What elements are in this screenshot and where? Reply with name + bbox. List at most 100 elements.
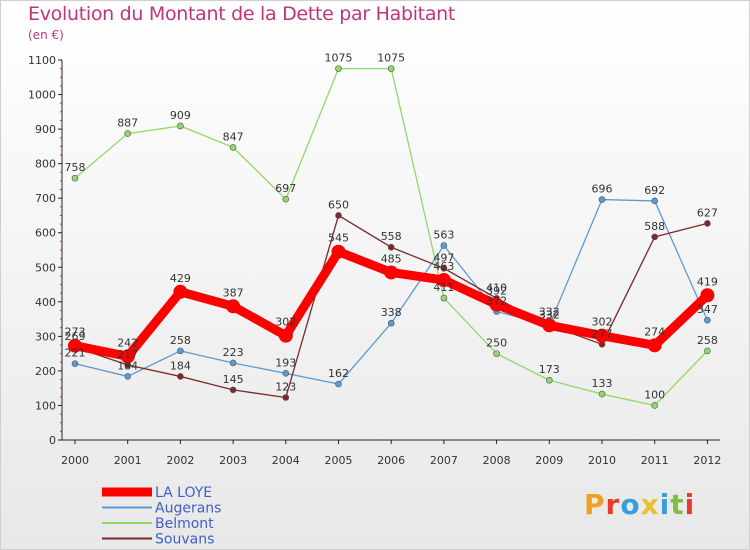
data-point (335, 65, 342, 72)
y-tick-label: 800 (35, 158, 56, 171)
data-label: 100 (644, 388, 665, 401)
data-point (226, 299, 241, 314)
data-point (282, 394, 290, 401)
y-tick-label: 0 (49, 434, 56, 447)
data-point (440, 242, 448, 249)
data-label: 372 (486, 294, 507, 307)
y-tick-label: 500 (35, 261, 56, 274)
data-label: 485 (381, 252, 402, 265)
data-label: 758 (65, 161, 86, 174)
data-label: 145 (223, 373, 244, 386)
data-label: 463 (433, 260, 454, 273)
data-point (229, 144, 237, 151)
data-point (704, 220, 711, 227)
x-tick-label: 2011 (641, 454, 669, 467)
data-point (545, 376, 553, 384)
legend-label: Belmont (155, 516, 214, 532)
data-label: 1075 (325, 52, 353, 65)
x-tick-label: 2002 (166, 454, 194, 467)
data-point (440, 265, 448, 272)
data-label: 392 (486, 285, 507, 298)
data-label: 258 (697, 334, 718, 347)
chart-subtitle: (en €) (28, 28, 64, 42)
y-tick-label: 100 (35, 399, 56, 412)
data-label: 627 (697, 206, 718, 219)
x-tick-label: 2008 (483, 454, 511, 467)
data-label: 221 (65, 347, 86, 360)
x-tick-label: 2004 (272, 454, 300, 467)
data-point (282, 370, 290, 377)
data-label: 497 (433, 251, 454, 264)
data-point (647, 338, 662, 353)
data-label: 696 (592, 183, 613, 196)
data-label: 193 (275, 356, 296, 369)
data-point (124, 130, 131, 137)
data-label: 692 (644, 184, 665, 197)
data-label: 588 (644, 220, 665, 233)
data-label: 347 (697, 303, 718, 316)
data-point (177, 347, 184, 355)
data-point (598, 196, 606, 203)
data-point (440, 294, 448, 302)
data-label: 429 (170, 272, 191, 285)
data-point (489, 297, 504, 312)
data-point (493, 350, 500, 357)
data-point (124, 373, 131, 380)
data-point (71, 360, 79, 367)
data-label: 332 (539, 305, 560, 318)
data-point (177, 122, 184, 130)
data-label: 123 (275, 381, 296, 394)
data-label: 302 (275, 316, 296, 329)
chart-title: Evolution du Montant de la Dette par Hab… (28, 3, 456, 25)
data-label: 338 (381, 306, 402, 319)
data-label: 847 (223, 130, 244, 143)
data-label: 545 (328, 232, 349, 245)
y-tick-label: 1000 (28, 89, 56, 102)
data-point (229, 359, 237, 367)
x-tick-label: 2003 (219, 454, 247, 467)
data-label: 1075 (377, 52, 405, 65)
data-point (387, 65, 395, 72)
data-label: 269 (65, 330, 86, 343)
data-point (704, 316, 711, 324)
x-tick-label: 2012 (693, 454, 721, 467)
data-point (598, 390, 606, 398)
y-tick-label: 900 (35, 123, 56, 136)
data-point (595, 328, 609, 343)
data-label: 410 (486, 281, 507, 294)
series-lines (68, 65, 715, 409)
data-label: 419 (697, 275, 718, 288)
data-point (387, 243, 395, 251)
data-label: 242 (117, 336, 138, 349)
data-label: 258 (170, 334, 191, 347)
data-point (436, 273, 451, 288)
x-tick-label: 2000 (61, 454, 89, 467)
data-point (335, 212, 342, 219)
legend-label: LA LOYE (155, 485, 212, 501)
series-line-augerans (74, 198, 709, 385)
data-point (229, 386, 237, 394)
data-label: 184 (117, 359, 138, 372)
y-tick-label: 200 (35, 365, 56, 378)
x-tick-label: 2006 (377, 454, 405, 467)
data-label: 273 (65, 326, 86, 339)
data-label: 697 (275, 182, 296, 195)
data-label: 223 (223, 346, 244, 359)
y-tick-label: 600 (35, 227, 56, 240)
data-point (700, 288, 715, 303)
y-tick-label: 300 (35, 330, 56, 343)
data-point (120, 349, 135, 364)
data-point (68, 338, 82, 353)
data-point (71, 174, 79, 182)
data-point (173, 284, 188, 299)
data-label: 302 (592, 316, 613, 329)
data-label: 133 (592, 377, 613, 390)
x-tick-label: 2009 (535, 454, 563, 467)
legend-label: Augerans (155, 501, 221, 517)
data-point (387, 319, 395, 327)
x-tick-label: 2005 (325, 454, 353, 467)
data-point (335, 380, 342, 388)
